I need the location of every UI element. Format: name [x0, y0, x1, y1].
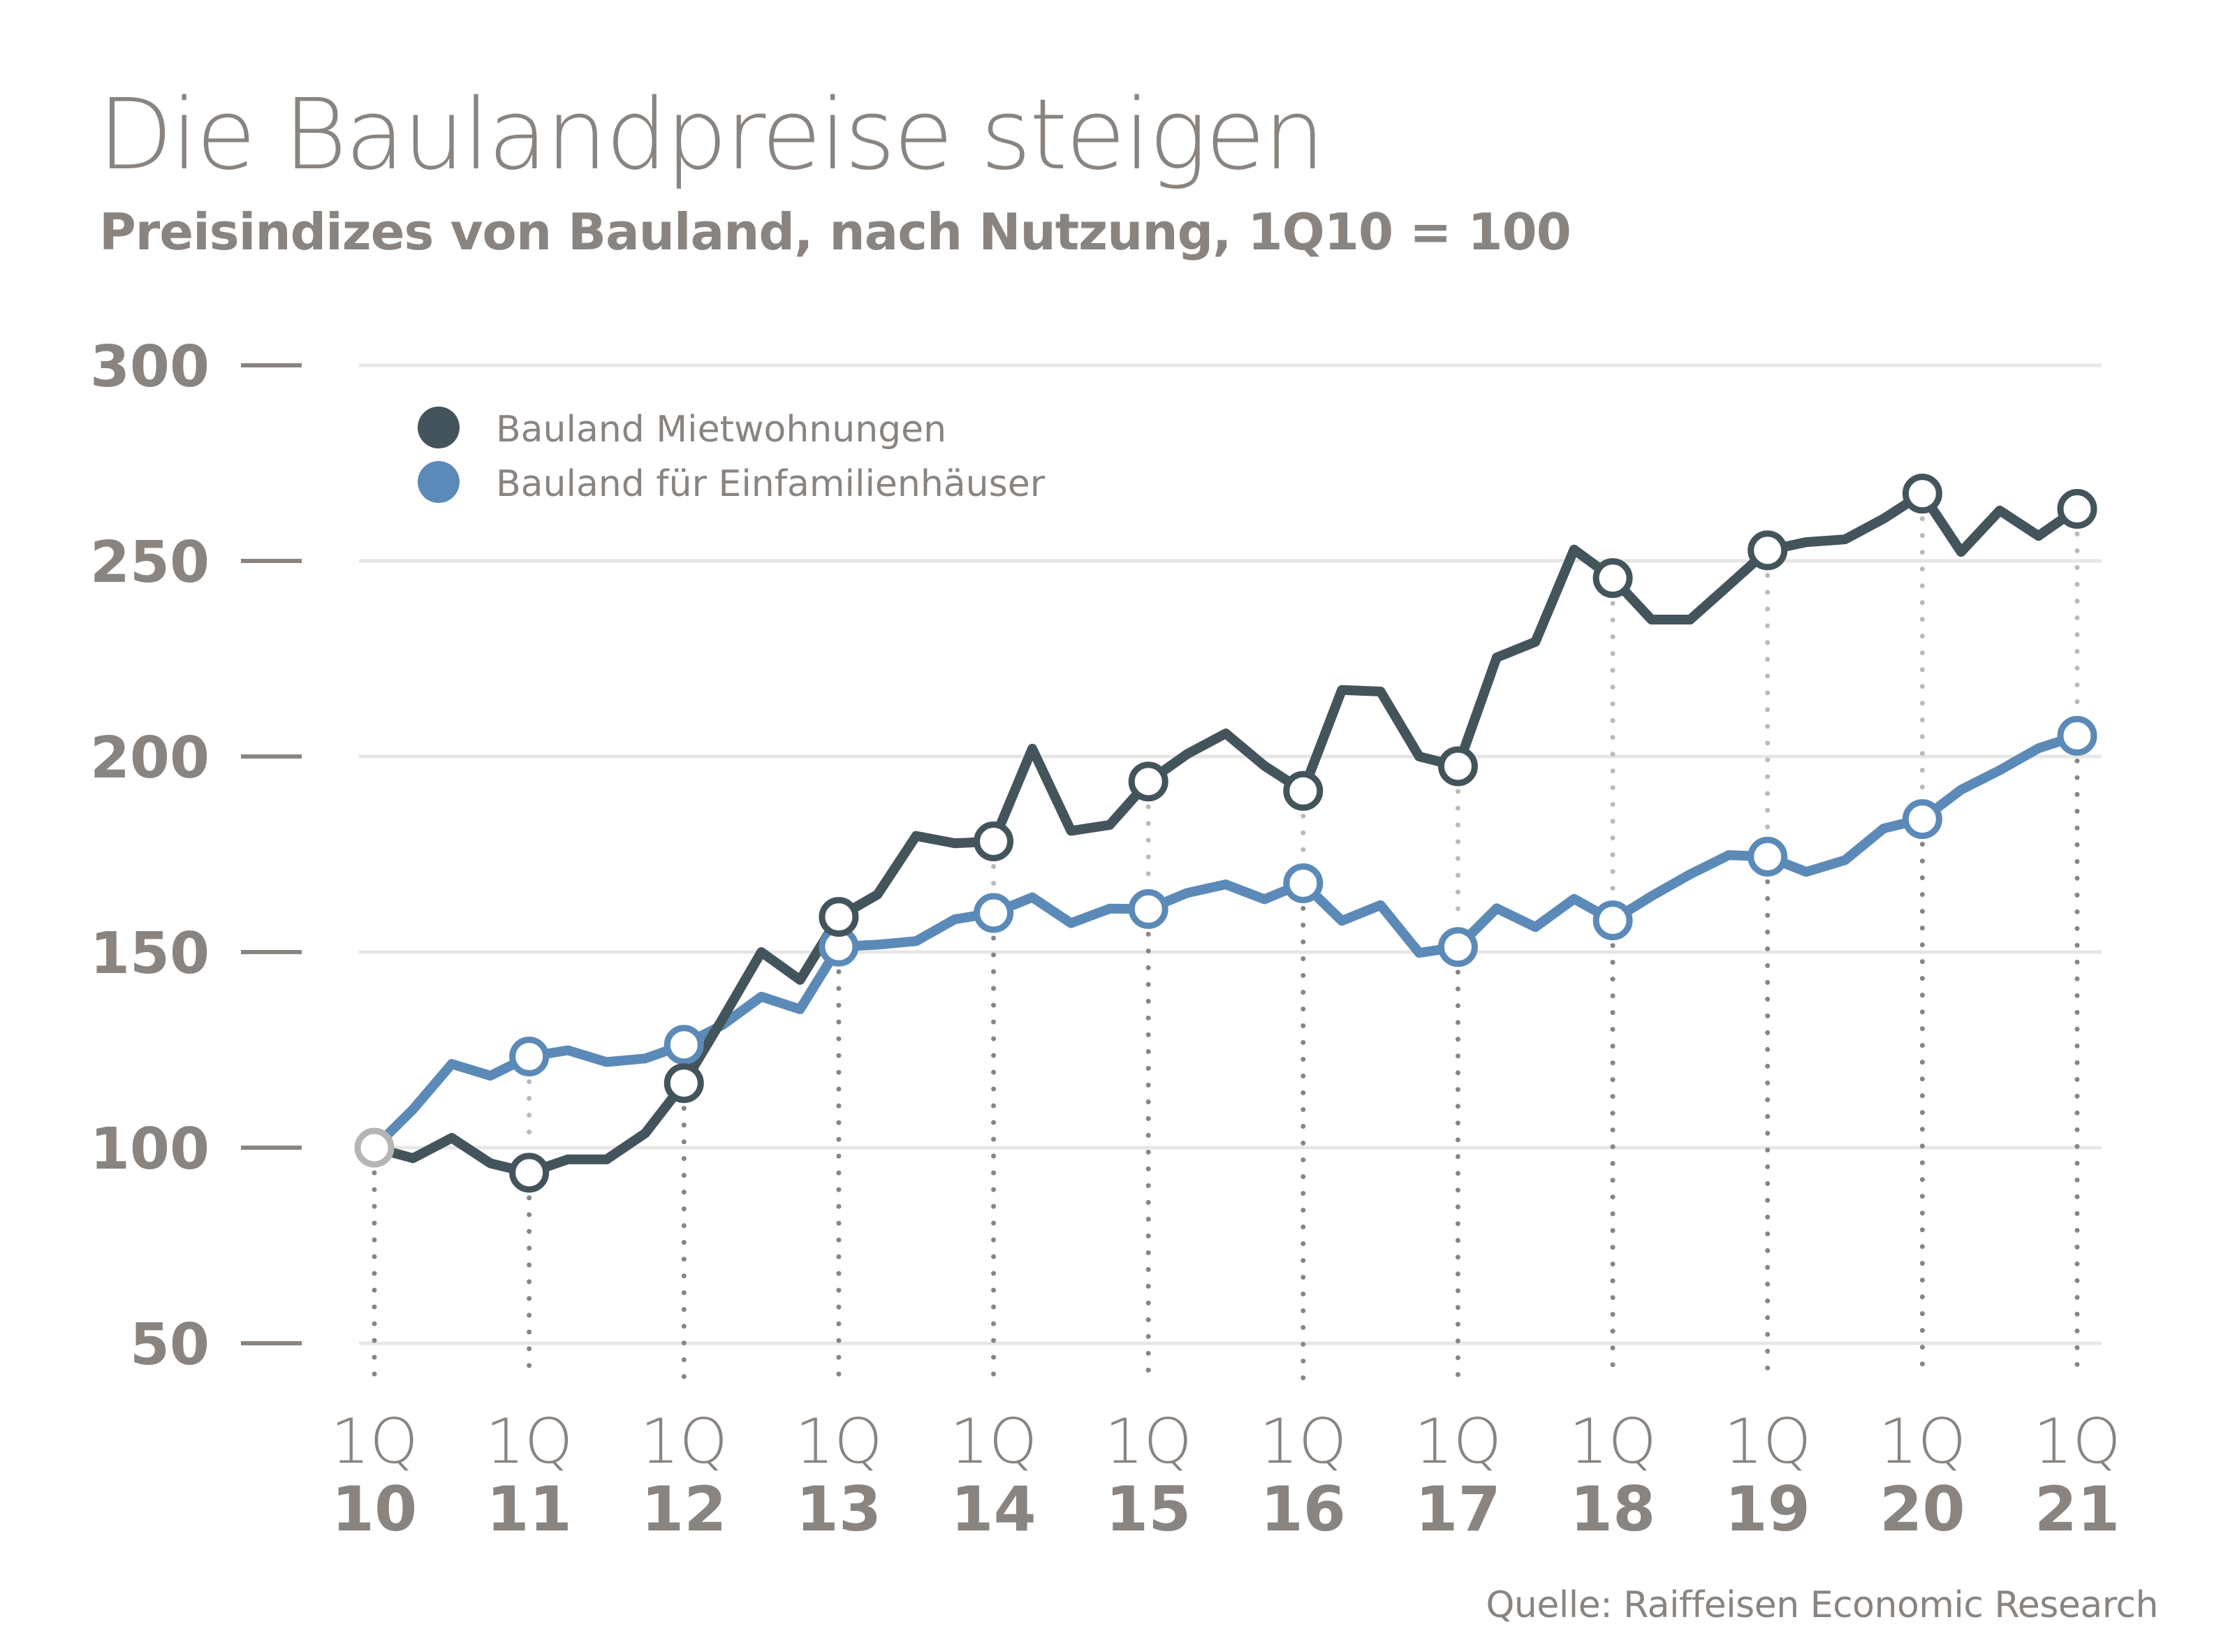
marker-einfamilienhaeuser	[1437, 927, 1478, 967]
x-tick-quarter-label: 1Q	[330, 1405, 418, 1477]
marker-mietwohnungen	[509, 1153, 550, 1193]
marker-mietwohnungen	[1902, 474, 1942, 514]
y-axis: 300 250 200 150 100 50	[90, 334, 302, 1378]
y-tick-label: 150	[90, 921, 210, 987]
chart-subtitle: Preisindizes von Bauland, nach Nutzung, …	[99, 203, 1571, 261]
y-tick-label: 200	[90, 725, 210, 791]
x-tick-quarter-label: 1Q	[795, 1405, 882, 1477]
x-tick-quarter-label: 1Q	[950, 1405, 1037, 1477]
x-tick-quarter-label: 1Q	[1105, 1405, 1192, 1477]
gridlines	[359, 363, 2102, 1345]
marker-mietwohnungen	[1592, 558, 1633, 599]
marker-mietwohnungen	[819, 897, 859, 937]
marker-einfamilienhaeuser	[1747, 836, 1788, 877]
year-markers	[354, 474, 2097, 1193]
x-tick-year-label: 15	[1106, 1473, 1191, 1545]
marker-einfamilienhaeuser	[1128, 889, 1168, 929]
x-tick-quarter-label: 1Q	[485, 1405, 573, 1477]
marker-einfamilienhaeuser	[2057, 715, 2097, 756]
legend-item-mietwohnungen: Bauland Mietwohnungen	[418, 407, 946, 451]
x-tick-year-label: 20	[1879, 1473, 1965, 1545]
base-marker	[354, 1127, 395, 1168]
x-tick-quarter-label: 1Q	[640, 1405, 728, 1477]
x-tick-year-label: 16	[1261, 1473, 1346, 1545]
y-tick-label: 50	[130, 1312, 210, 1378]
legend-swatch-blue	[418, 461, 460, 503]
marker-mietwohnungen	[2057, 489, 2097, 529]
x-tick-year-label: 18	[1570, 1473, 1655, 1545]
series-lines	[369, 488, 2082, 1178]
marker-einfamilienhaeuser	[664, 1025, 704, 1065]
x-axis: 1Q101Q111Q121Q131Q141Q151Q161Q171Q181Q19…	[330, 1405, 2120, 1545]
marker-mietwohnungen	[1437, 746, 1478, 787]
series-line-mietwohnungen	[369, 488, 2082, 1178]
marker-einfamilienhaeuser	[509, 1037, 550, 1077]
marker-einfamilienhaeuser	[1592, 900, 1633, 941]
y-tick-label: 250	[90, 529, 210, 596]
x-tick-year-label: 17	[1415, 1473, 1500, 1545]
x-tick-year-label: 14	[951, 1473, 1036, 1545]
x-tick-year-label: 21	[2035, 1473, 2120, 1545]
chart-title: Die Baulandpreise steigen	[98, 78, 1326, 192]
y-tick-label: 300	[90, 334, 210, 400]
x-tick-year-label: 11	[486, 1473, 571, 1545]
source-note: Quelle: Raiffeisen Economic Research	[1486, 1584, 2158, 1626]
marker-einfamilienhaeuser	[974, 893, 1014, 933]
legend-item-einfamilienhaeuser: Bauland für Einfamilienhäuser	[418, 461, 1046, 505]
marker-einfamilienhaeuser	[1902, 799, 1942, 840]
x-tick-quarter-label: 1Q	[1414, 1405, 1502, 1477]
y-tick-label: 100	[90, 1116, 210, 1183]
marker-mietwohnungen	[664, 1063, 704, 1104]
marker-mietwohnungen	[1747, 530, 1788, 571]
marker-mietwohnungen	[1283, 770, 1324, 811]
x-tick-quarter-label: 1Q	[1724, 1405, 1811, 1477]
x-tick-year-label: 10	[332, 1473, 417, 1545]
x-tick-quarter-label: 1Q	[1569, 1405, 1656, 1477]
marker-einfamilienhaeuser	[1283, 863, 1324, 903]
legend: Bauland Mietwohnungen Bauland für Einfam…	[418, 407, 1046, 505]
x-tick-year-label: 13	[796, 1473, 881, 1545]
marker-mietwohnungen	[1128, 761, 1168, 802]
year-droplines	[372, 516, 2080, 1382]
x-tick-year-label: 19	[1724, 1473, 1810, 1545]
legend-label-mietwohnungen: Bauland Mietwohnungen	[496, 409, 946, 451]
x-tick-quarter-label: 1Q	[1259, 1405, 1347, 1477]
x-tick-quarter-label: 1Q	[1879, 1405, 1966, 1477]
legend-swatch-dark	[418, 407, 460, 448]
series-line-einfamilienhaeuser	[369, 731, 2082, 1153]
x-tick-quarter-label: 1Q	[2033, 1405, 2120, 1477]
x-tick-year-label: 12	[641, 1473, 726, 1545]
legend-label-einfamilienhaeuser: Bauland für Einfamilienhäuser	[496, 463, 1046, 505]
marker-mietwohnungen	[974, 821, 1014, 862]
